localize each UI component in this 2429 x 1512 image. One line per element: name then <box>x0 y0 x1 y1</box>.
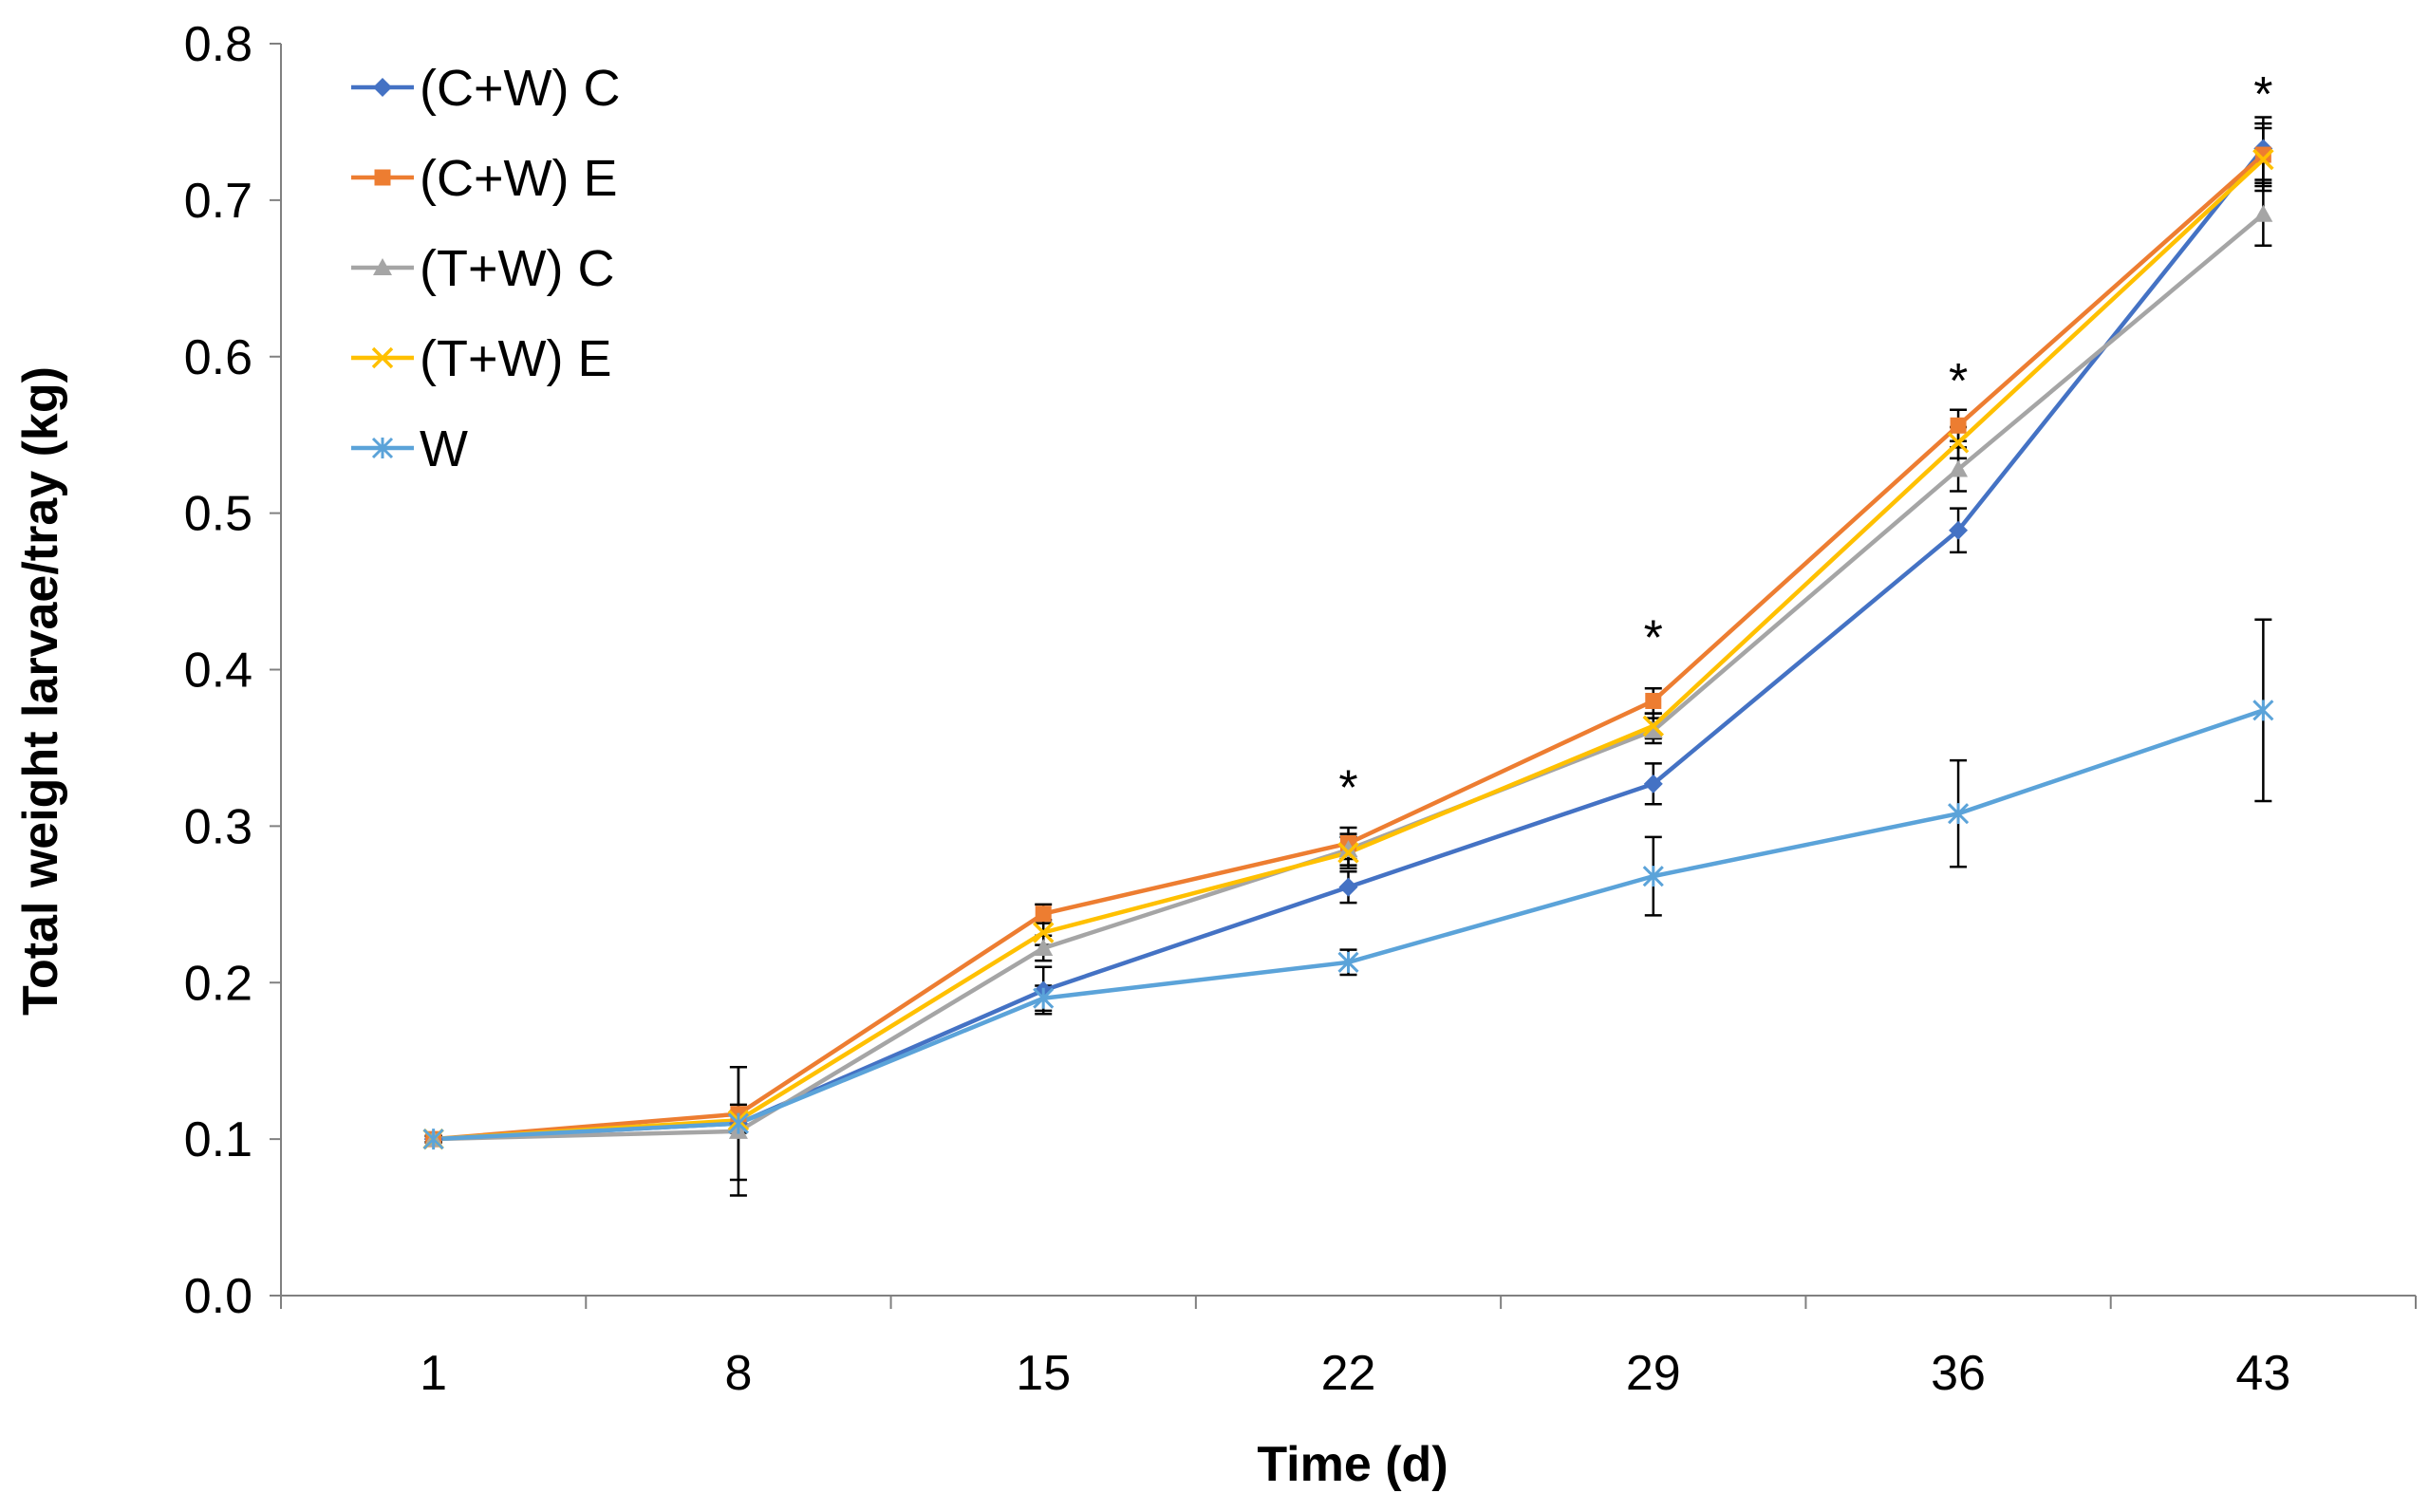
data-point <box>2253 204 2273 222</box>
y-tick-label: 0.5 <box>184 487 252 542</box>
series-line <box>433 147 2266 1142</box>
legend-marker <box>374 169 391 186</box>
x-tick-label: 36 <box>1931 1346 1986 1401</box>
legend-label: (C+W) C <box>420 60 620 117</box>
legend-marker <box>373 258 392 275</box>
series-line <box>433 153 2265 1142</box>
legend-marker <box>373 78 392 97</box>
data-point <box>1337 842 1359 864</box>
y-tick-label: 0.8 <box>184 17 252 72</box>
x-tick-label: 29 <box>1626 1346 1681 1401</box>
y-axis-title: Total weight larvae/tray (kg) <box>13 366 68 1016</box>
data-point <box>1645 692 1662 709</box>
data-point <box>2254 146 2271 163</box>
y-tick-label: 0.0 <box>184 1269 252 1324</box>
data-point <box>1643 774 1663 793</box>
significance-marker: * <box>1338 761 1357 816</box>
data-point <box>1033 987 1055 1009</box>
legend-item: (T+W) C <box>351 240 614 297</box>
y-tick-label: 0.6 <box>184 330 252 385</box>
data-point <box>1034 938 1054 956</box>
data-point <box>727 1112 749 1134</box>
legend-label: (T+W) C <box>420 240 614 297</box>
series-line <box>433 212 2265 1142</box>
data-point <box>1032 922 1055 943</box>
y-tick-label: 0.1 <box>184 1112 252 1167</box>
y-tick-label: 0.2 <box>184 956 252 1011</box>
x-tick-label: 1 <box>420 1346 447 1401</box>
legend-label: (C+W) E <box>420 150 618 207</box>
data-point <box>1949 520 1969 540</box>
data-point <box>1337 951 1359 973</box>
legend-item: (C+W) C <box>351 60 620 117</box>
data-point <box>1642 715 1665 737</box>
legend-item: W <box>351 420 468 477</box>
series-lines <box>433 147 2266 1142</box>
data-point <box>1950 417 1967 434</box>
y-tick-label: 0.4 <box>184 644 252 699</box>
significance-marker: * <box>2253 67 2272 122</box>
data-point <box>1338 877 1358 897</box>
x-tick-label: 22 <box>1321 1346 1376 1401</box>
data-point <box>422 1129 444 1150</box>
axes: 0.0 0.1 0.2 0.3 0.4 0.5 0.6 0.7 0.8 1 8 15 22 29 36 43 <box>184 17 2417 1401</box>
significance-annotations: * * * * <box>1338 67 2272 815</box>
legend-item: (C+W) E <box>351 150 618 207</box>
data-point <box>1035 905 1052 923</box>
x-tick-label: 43 <box>2235 1346 2290 1401</box>
data-point <box>1949 459 1969 477</box>
series-line <box>433 158 2265 1142</box>
data-point <box>2252 148 2274 171</box>
x-tick-label: 15 <box>1016 1346 1071 1401</box>
legend-label: (T+W) E <box>420 330 611 387</box>
data-point <box>2252 700 2274 721</box>
legend-item: (T+W) E <box>351 330 611 387</box>
legend-label: W <box>420 420 468 477</box>
y-tick-label: 0.3 <box>184 799 252 854</box>
y-tick-label: 0.7 <box>184 174 252 229</box>
data-point <box>1642 866 1664 887</box>
legend-marker <box>371 437 394 459</box>
data-point <box>1643 720 1663 738</box>
data-point <box>1338 840 1358 858</box>
series-markers <box>422 139 2274 1150</box>
error-bars <box>424 116 2272 1197</box>
data-point <box>1948 803 1970 825</box>
significance-marker: * <box>1644 610 1663 665</box>
significance-marker: * <box>1949 354 1968 409</box>
x-axis-title: Time (d) <box>1257 1437 1448 1492</box>
data-point <box>1947 432 1970 454</box>
x-tick-label: 8 <box>724 1346 752 1401</box>
legend: (C+W) C (C+W) E (T+W) C (T+W) E W <box>351 60 620 477</box>
legend-marker <box>371 346 394 369</box>
